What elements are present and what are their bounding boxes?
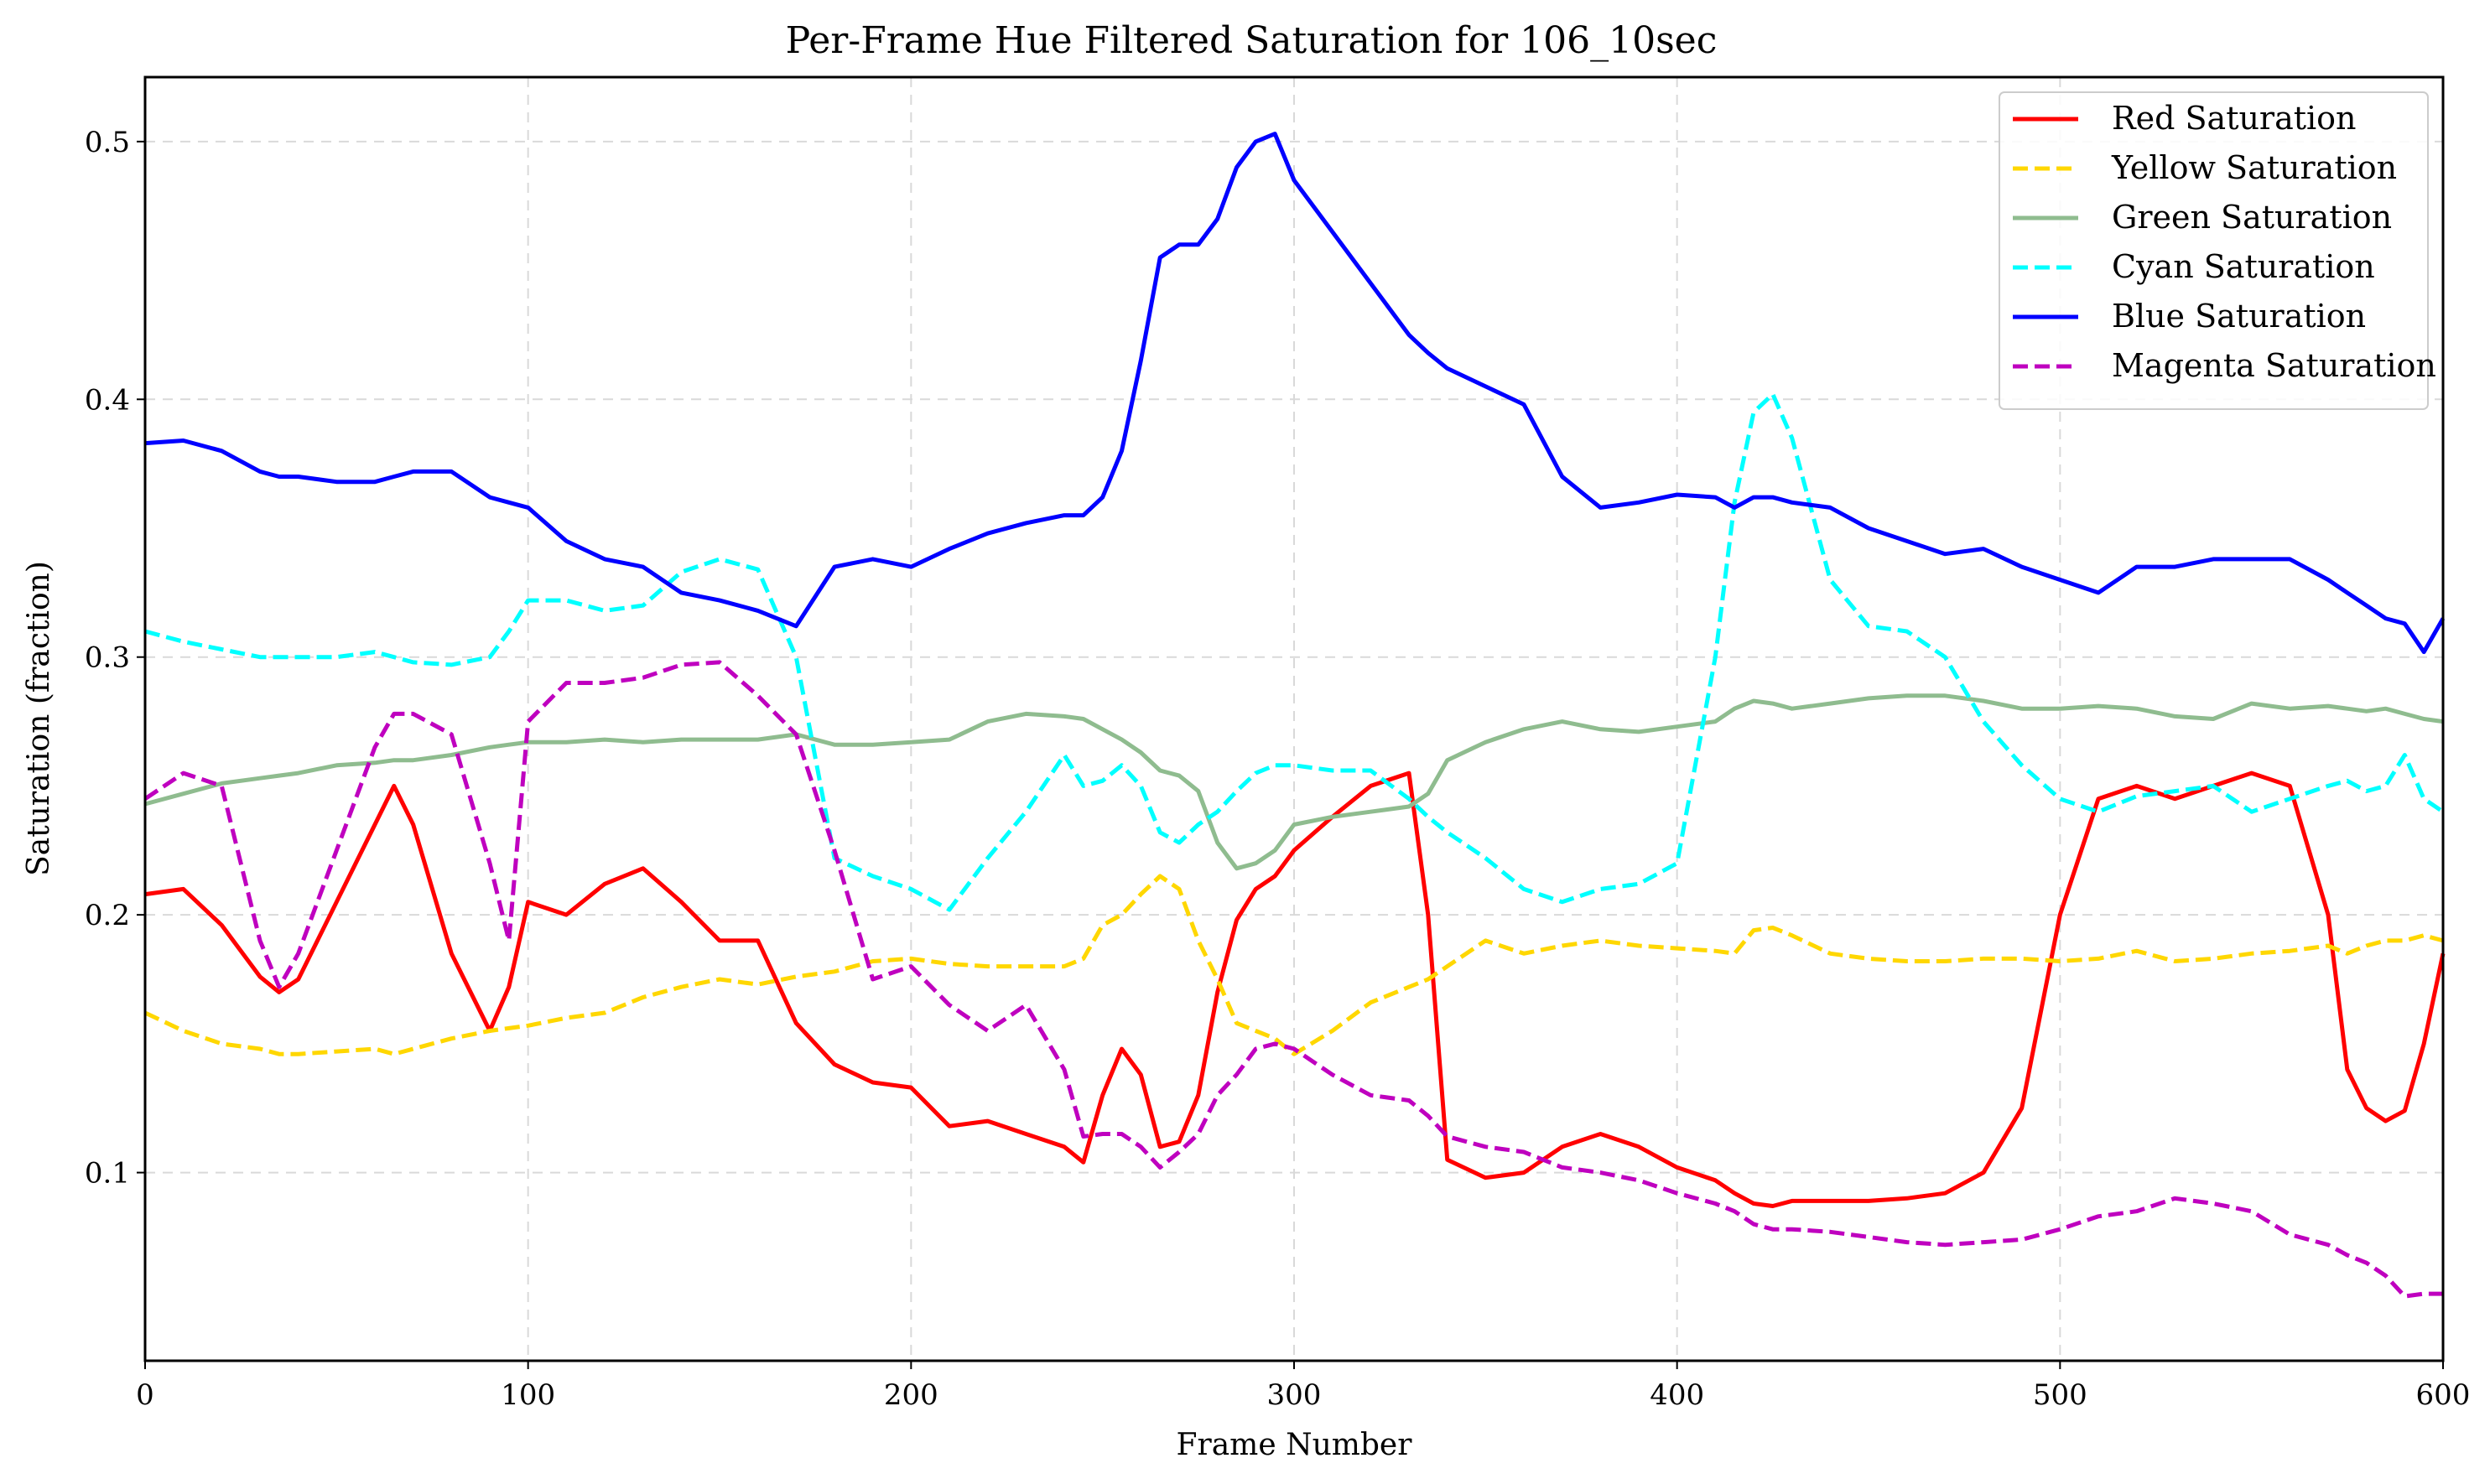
x-tick-label: 200 — [884, 1378, 938, 1412]
y-axis: 0.1 0.2 0.3 0.4 0.5 — [85, 126, 145, 1191]
x-tick-label: 0 — [136, 1378, 154, 1412]
blue-saturation-line — [144, 132, 2446, 655]
legend: Red Saturation Yellow Saturation Green Sat… — [1999, 91, 2436, 410]
x-tick-label: 600 — [2416, 1378, 2471, 1412]
cyan-saturation-line — [144, 392, 2445, 912]
legend-box — [1999, 91, 2429, 410]
legend-label: Magenta Saturation — [2112, 347, 2436, 384]
legend-label: Red Saturation — [2112, 100, 2357, 137]
y-tick-label: 0.2 — [85, 899, 130, 932]
chart-title: Per-Frame Hue Filtered Saturation for 10… — [786, 19, 1718, 62]
y-tick-label: 0.4 — [85, 383, 130, 417]
x-tick-label: 500 — [2033, 1378, 2087, 1412]
legend-label: Cyan Saturation — [2112, 248, 2375, 285]
x-axis: 0 100 200 300 400 500 600 — [136, 1361, 2470, 1412]
y-tick-label: 0.5 — [85, 126, 130, 159]
legend-label: Green Saturation — [2112, 199, 2392, 236]
yellow-saturation-line — [143, 874, 2444, 1056]
plot-area — [143, 132, 2446, 1299]
magenta-saturation-line — [143, 660, 2443, 1299]
red-saturation-line — [144, 771, 2446, 1208]
y-axis-label: Saturation (fraction) — [22, 561, 56, 876]
y-tick-label: 0.1 — [85, 1157, 130, 1191]
x-tick-label: 300 — [1267, 1378, 1322, 1412]
x-tick-label: 400 — [1650, 1378, 1704, 1412]
green-saturation-line — [144, 693, 2444, 871]
y-tick-label: 0.3 — [85, 641, 130, 675]
legend-label: Yellow Saturation — [2111, 149, 2397, 186]
legend-label: Blue Saturation — [2112, 298, 2366, 335]
x-tick-label: 100 — [501, 1378, 555, 1412]
x-axis-label: Frame Number — [1177, 1428, 1413, 1462]
